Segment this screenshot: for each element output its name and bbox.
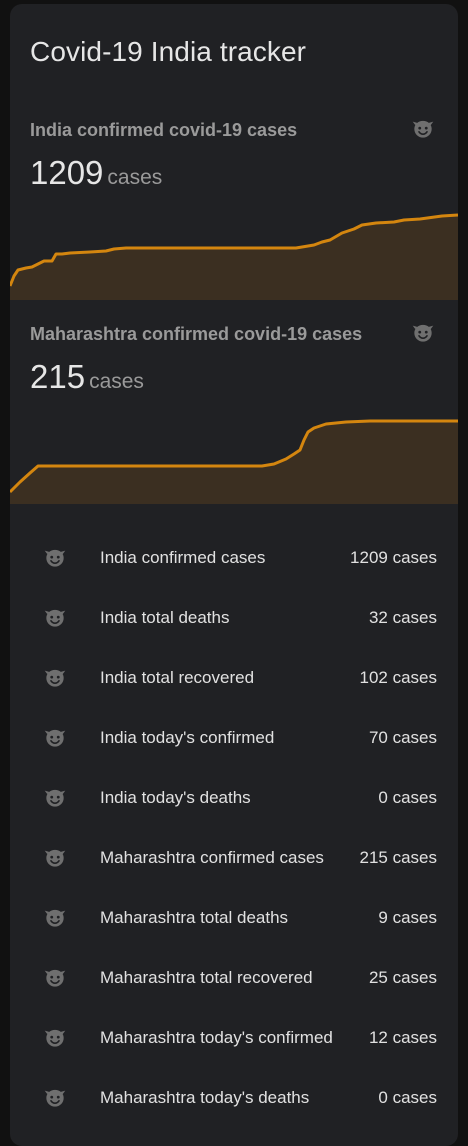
entity-label: India total deaths <box>100 608 230 627</box>
emoticon-devil-icon <box>410 116 436 142</box>
entity-value: 70 cases <box>368 728 437 747</box>
entity-row-india-today-deaths[interactable]: India today's deaths 0 cases <box>10 778 458 818</box>
emoticon-devil-icon <box>42 965 68 991</box>
emoticon-devil-icon <box>42 785 68 811</box>
entity-row-maharashtra-today-confirmed[interactable]: Maharashtra today's confirmed 12 cases <box>10 1018 458 1058</box>
history-graph-maharashtra <box>10 419 458 504</box>
entity-label: India confirmed cases <box>100 548 266 567</box>
entity-row-maharashtra-today-deaths[interactable]: Maharashtra today's deaths 0 cases <box>10 1078 458 1118</box>
emoticon-devil-icon <box>42 905 68 931</box>
entity-value: 0 cases <box>378 788 437 807</box>
entity-value: 215 cases <box>359 848 438 867</box>
entity-label: India today's confirmed <box>100 728 275 747</box>
entity-value: 1209 cases <box>350 548 437 567</box>
entity-row-maharashtra-confirmed[interactable]: Maharashtra confirmed cases 215 cases <box>10 838 458 878</box>
sensor-value: 1209 <box>30 154 104 191</box>
entity-label: Maharashtra today's confirmed <box>100 1028 333 1047</box>
entity-row-india-deaths[interactable]: India total deaths 32 cases <box>10 598 458 638</box>
card-title: Covid-19 India tracker <box>30 36 307 67</box>
emoticon-devil-icon <box>42 725 68 751</box>
entity-row-maharashtra-deaths[interactable]: Maharashtra total deaths 9 cases <box>10 898 458 938</box>
entity-label: Maharashtra total deaths <box>100 908 289 927</box>
emoticon-devil-icon <box>42 845 68 871</box>
emoticon-devil-icon <box>410 320 436 346</box>
graph-line <box>10 213 458 287</box>
sensor-card-india[interactable]: India confirmed covid-19 cases 1209 cases <box>10 96 458 300</box>
graph-line <box>10 419 458 494</box>
history-graph-india <box>10 213 458 300</box>
entity-value: 32 cases <box>368 608 437 627</box>
graph-area <box>10 215 458 300</box>
entity-row-maharashtra-recovered[interactable]: Maharashtra total recovered 25 cases <box>10 958 458 998</box>
entity-value: 9 cases <box>378 908 437 927</box>
entity-label: India today's deaths <box>100 788 251 807</box>
entity-row-india-today-confirmed[interactable]: India today's confirmed 70 cases <box>10 718 458 758</box>
sensor-unit: cases <box>89 370 144 393</box>
entity-value: 12 cases <box>368 1028 437 1047</box>
tracker-card: Covid-19 India tracker India confirmed c… <box>10 4 458 1146</box>
sensor-value-wrap: 1209 cases <box>30 154 162 192</box>
emoticon-devil-icon <box>42 1025 68 1051</box>
sensor-name: Maharashtra confirmed covid-19 cases <box>30 324 363 344</box>
sensor-unit: cases <box>107 166 163 189</box>
entity-label: Maharashtra today's deaths <box>100 1088 310 1107</box>
entity-value: 0 cases <box>378 1088 437 1107</box>
entity-row-india-confirmed[interactable]: India confirmed cases 1209 cases <box>10 538 458 578</box>
sensor-value: 215 <box>30 358 86 395</box>
emoticon-devil-icon <box>42 1085 68 1111</box>
entity-label: Maharashtra confirmed cases <box>100 848 324 867</box>
emoticon-devil-icon <box>42 665 68 691</box>
entity-value: 25 cases <box>368 968 437 987</box>
entity-row-india-recovered[interactable]: India total recovered 102 cases <box>10 658 458 698</box>
sensor-card-maharashtra[interactable]: Maharashtra confirmed covid-19 cases 215… <box>10 300 458 504</box>
entity-label: Maharashtra total recovered <box>100 968 313 987</box>
emoticon-devil-icon <box>42 605 68 631</box>
entity-value: 102 cases <box>359 668 438 687</box>
emoticon-devil-icon <box>42 545 68 571</box>
sensor-name: India confirmed covid-19 cases <box>30 120 298 140</box>
entity-label: India total recovered <box>100 668 255 687</box>
sensor-value-wrap: 215 cases <box>30 358 144 396</box>
graph-area <box>10 421 458 504</box>
